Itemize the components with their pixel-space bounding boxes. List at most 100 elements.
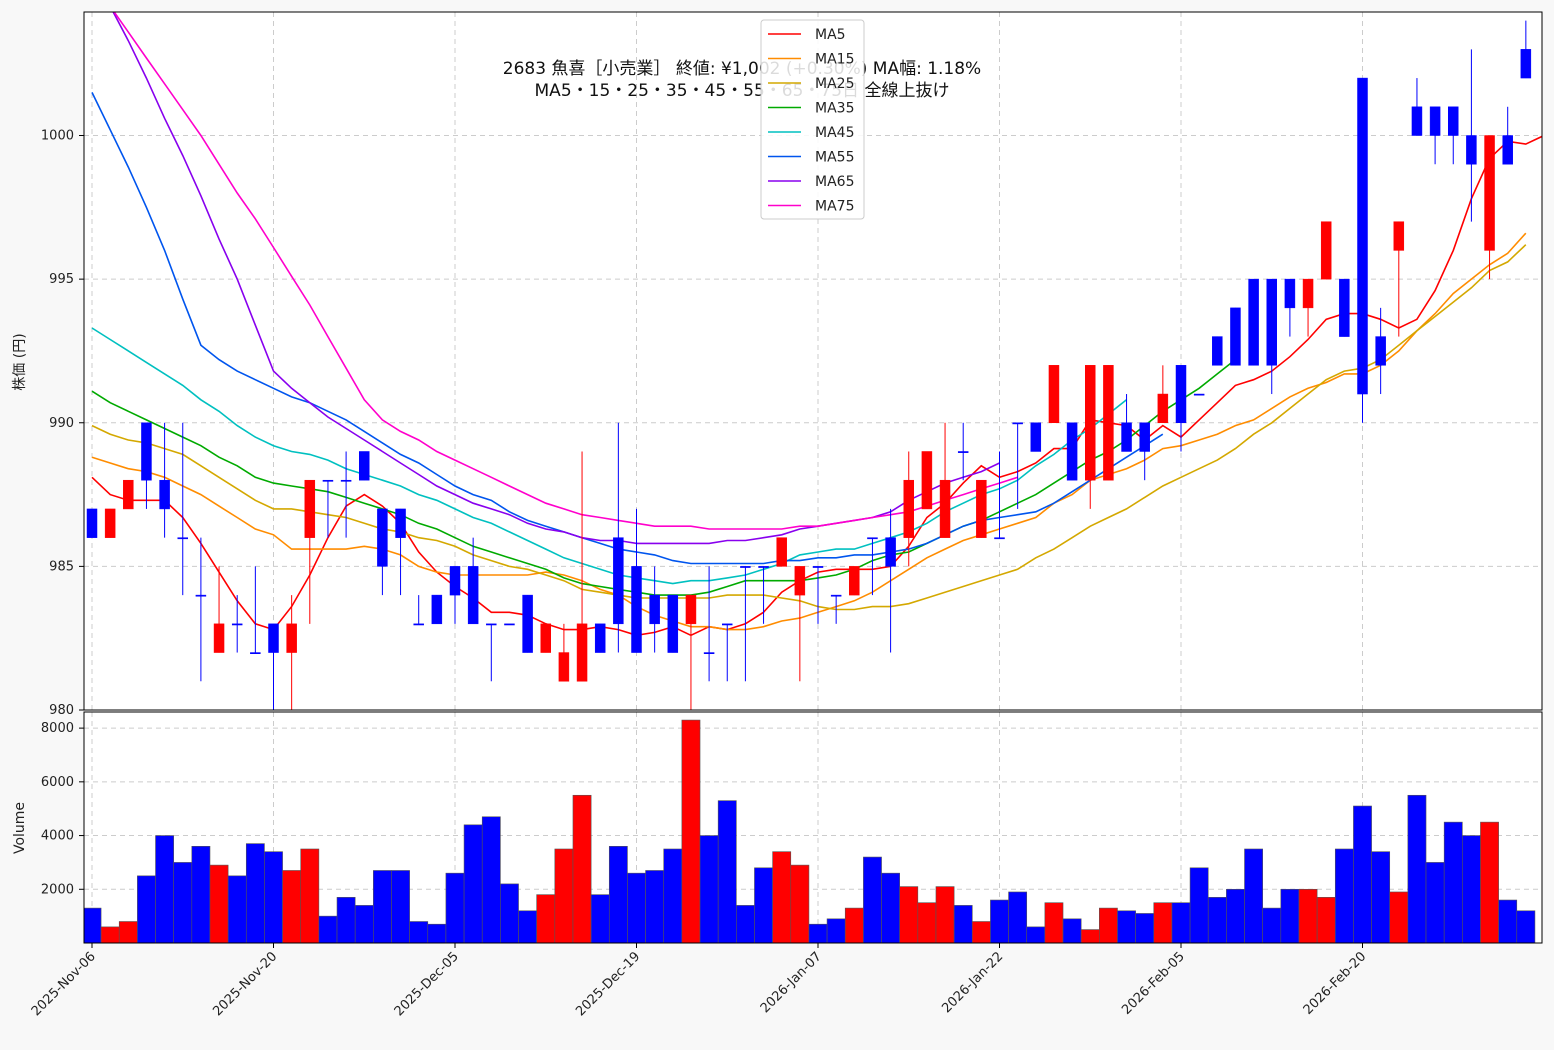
- candle-body: [1411, 106, 1423, 136]
- x-tick-label: 2025-Nov-06: [29, 949, 99, 1019]
- volume-bar: [790, 864, 810, 943]
- legend-label: MA65: [815, 174, 854, 190]
- volume-bar: [1062, 918, 1082, 943]
- volume-bar: [1298, 888, 1318, 943]
- volume-bar: [264, 851, 283, 943]
- candle: [486, 623, 497, 682]
- legend: MA5 MA15 MA25 MA35 MA45 MA55 MA65 MA75: [760, 19, 865, 220]
- volume-bar: [118, 921, 138, 943]
- candle: [522, 594, 533, 653]
- candle: [304, 479, 316, 624]
- x-tick-label: 2026-Jan-22: [939, 949, 1006, 1016]
- ma-line-ma75: [113, 12, 1018, 530]
- candle-body: [939, 479, 951, 538]
- candle-body: [613, 537, 624, 625]
- candle: [939, 422, 951, 538]
- ma-line-ma35: [91, 358, 1236, 596]
- candle-body: [1429, 106, 1441, 136]
- candle-body: [812, 566, 824, 568]
- legend-label: MA15: [815, 52, 854, 68]
- legend-label: MA35: [815, 101, 854, 117]
- candle: [1012, 422, 1023, 509]
- volume-bar: [1044, 902, 1064, 943]
- candle: [413, 595, 424, 626]
- volume-bar: [481, 816, 501, 943]
- candle: [1230, 307, 1241, 366]
- candle-body: [957, 451, 969, 453]
- candle-body: [141, 422, 152, 481]
- candle-body: [703, 652, 715, 655]
- volume-bar: [209, 864, 229, 943]
- candle-body: [1030, 422, 1042, 452]
- candle: [613, 422, 624, 653]
- volume-bar: [191, 846, 211, 943]
- candle: [86, 508, 98, 538]
- volume-bar: [391, 870, 410, 943]
- candle-body: [467, 566, 479, 625]
- volume-bar: [699, 835, 719, 943]
- x-tick-label: 2025-Nov-20: [210, 949, 280, 1019]
- legend-label: MA45: [815, 125, 854, 141]
- candle-body: [431, 594, 443, 625]
- candle-body: [377, 508, 388, 567]
- candle-body: [322, 479, 334, 482]
- volume-bar: [1117, 910, 1136, 943]
- candlesticks: [86, 20, 1532, 710]
- candle-body: [921, 451, 933, 510]
- volume-bar: [1189, 867, 1209, 943]
- candle-body: [558, 652, 570, 682]
- candle: [1502, 106, 1513, 165]
- candle-body: [994, 537, 1005, 540]
- ma-line-ma25: [91, 244, 1527, 611]
- candle-body: [1320, 221, 1332, 280]
- volume-bar: [1226, 888, 1245, 943]
- candle-body: [1393, 221, 1405, 251]
- volume-bar: [590, 894, 610, 943]
- candle: [776, 537, 787, 567]
- candle-body: [740, 566, 751, 568]
- candle-body: [722, 623, 733, 626]
- price-axis-label: 株価 (円): [12, 333, 28, 390]
- volume-bar: [1371, 851, 1391, 943]
- candle: [558, 623, 570, 682]
- x-tick-label: 2025-Dec-19: [573, 949, 643, 1019]
- price-panel-frame: [83, 11, 1543, 711]
- x-tick-label: 2026-Feb-05: [1119, 949, 1188, 1018]
- candle-body: [268, 623, 279, 653]
- volume-bar: [627, 872, 646, 943]
- volume-bar: [1099, 907, 1118, 943]
- volume-bar: [1480, 821, 1499, 943]
- chart-title: 2683 魚喜［小売業］ 終値: ¥1,002 (+0.30%) MA幅: 1.…: [503, 59, 981, 79]
- volume-bar: [354, 905, 374, 943]
- candle-body: [758, 566, 769, 568]
- candle-body: [849, 566, 860, 596]
- candle-body: [304, 479, 316, 538]
- volume-bar: [84, 907, 102, 943]
- volume-bar: [137, 875, 156, 943]
- candle-body: [540, 623, 551, 653]
- candle-body: [1085, 365, 1096, 481]
- volume-bar: [500, 883, 519, 943]
- candle: [1429, 106, 1441, 165]
- y-tick-label-volume: 2000: [41, 882, 74, 897]
- volume-bar: [1153, 902, 1173, 943]
- candle-body: [504, 623, 515, 626]
- x-tick-label: 2025-Dec-05: [392, 949, 462, 1019]
- candle-body: [1048, 365, 1060, 424]
- candle: [957, 422, 969, 481]
- candle: [794, 566, 806, 682]
- candle-body: [104, 508, 116, 538]
- candle: [1302, 278, 1314, 337]
- candle: [758, 566, 769, 624]
- candle: [631, 508, 642, 653]
- candle: [431, 594, 443, 625]
- volume-bar: [772, 851, 792, 943]
- candle: [1266, 278, 1277, 395]
- candle-body: [594, 623, 606, 653]
- candle: [177, 422, 188, 596]
- candle: [1175, 365, 1187, 452]
- candle: [685, 594, 697, 710]
- candle-body: [1375, 336, 1386, 366]
- candle: [286, 595, 297, 710]
- candle: [1357, 77, 1368, 423]
